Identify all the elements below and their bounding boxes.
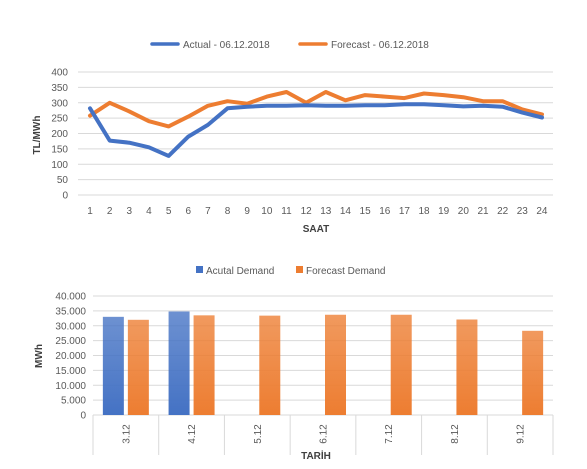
y-tick-label: 10.000 [55, 381, 86, 392]
y-axis-title: MWh [34, 344, 45, 368]
x-tick-label: 12 [301, 206, 313, 217]
y-tick-label: 5.000 [61, 396, 86, 407]
x-tick-label: 2 [107, 206, 113, 217]
bar-forecast [127, 319, 149, 415]
series-points-0 [89, 104, 543, 157]
y-tick-label: 0 [62, 191, 68, 202]
y-axis-title: TL/MWh [32, 116, 43, 155]
bar-legend: Acutal Demand Forecast Demand [196, 266, 385, 277]
legend-swatch-0 [196, 266, 203, 273]
legend-label-1: Forecast - 06.12.2018 [331, 40, 429, 51]
x-tick-label: 6.12 [319, 424, 330, 444]
x-axis-title: TARİH [301, 449, 331, 462]
series-points-1 [89, 91, 543, 127]
y-tick-label: 150 [51, 144, 68, 155]
legend-label-0: Actual - 06.12.2018 [183, 40, 270, 51]
x-tick-label: 11 [281, 206, 292, 217]
x-tick-label: 8.12 [450, 424, 461, 444]
legend-swatch-1 [296, 266, 303, 273]
y-tick-label: 100 [51, 160, 68, 171]
bar-forecast [259, 315, 281, 415]
legend-label-0: Acutal Demand [206, 266, 274, 277]
bar-forecast [456, 319, 478, 415]
y-tick-label: 25.000 [55, 336, 86, 347]
x-tick-label: 4.12 [187, 424, 198, 444]
x-tick-label: 21 [477, 206, 489, 217]
x-tick-label: 5 [166, 206, 172, 217]
x-tick-label: 3 [127, 206, 133, 217]
x-tick-label: 5.12 [253, 424, 264, 444]
x-tick-label: 7.12 [384, 424, 395, 444]
y-tick-label: 15.000 [55, 366, 86, 377]
series-line-0 [88, 102, 544, 158]
x-tick-label: 6 [185, 206, 191, 217]
series-line-1 [88, 90, 544, 129]
x-tick-label: 1 [87, 206, 93, 217]
x-tick-label: 8 [225, 206, 231, 217]
x-tick-label: 10 [261, 206, 273, 217]
y-tick-label: 30.000 [55, 321, 86, 332]
x-tick-label: 16 [379, 206, 391, 217]
x-tick-label: 23 [517, 206, 529, 217]
y-tick-label: 250 [51, 114, 68, 125]
x-tick-label: 7 [205, 206, 211, 217]
bar-actual [168, 311, 190, 415]
y-tick-label: 300 [51, 98, 68, 109]
x-axis-title: SAAT [303, 224, 329, 235]
x-tick-label: 24 [536, 206, 548, 217]
y-tick-label: 50 [57, 175, 69, 186]
x-tick-label: 13 [320, 206, 332, 217]
x-tick-label: 22 [497, 206, 509, 217]
bar-chart: Acutal Demand Forecast Demand 0 5.000 10.000… [34, 266, 554, 462]
x-tick-label: 3.12 [121, 424, 132, 444]
line-chart: Actual - 06.12.2018 Forecast - 06.12.2018… [32, 40, 553, 235]
x-tick-label: 15 [360, 206, 372, 217]
x-tick-label: 4 [146, 206, 152, 217]
x-tick-label: 9.12 [516, 424, 527, 444]
bar-forecast [325, 314, 346, 415]
y-tick-label: 20.000 [55, 351, 86, 362]
y-tick-label: 35.000 [55, 306, 86, 317]
y-tick-label: 200 [51, 129, 68, 140]
line-legend: Actual - 06.12.2018 Forecast - 06.12.2018 [150, 40, 429, 51]
bar-forecast [193, 315, 215, 415]
x-tick-label: 14 [340, 206, 352, 217]
y-tick-label: 400 [51, 68, 68, 79]
x-tick-label: 18 [418, 206, 430, 217]
y-tick-label: 40.000 [55, 292, 86, 303]
x-tick-label: 20 [458, 206, 470, 217]
bar-actual [102, 316, 124, 415]
bar-forecast [522, 330, 544, 415]
x-tick-label: 17 [399, 206, 411, 217]
x-tick-label: 19 [438, 206, 450, 217]
x-tick-label: 9 [244, 206, 250, 217]
legend-label-1: Forecast Demand [306, 266, 385, 277]
bar-forecast [390, 314, 412, 415]
y-tick-label: 0 [80, 411, 86, 422]
y-tick-label: 350 [51, 83, 68, 94]
